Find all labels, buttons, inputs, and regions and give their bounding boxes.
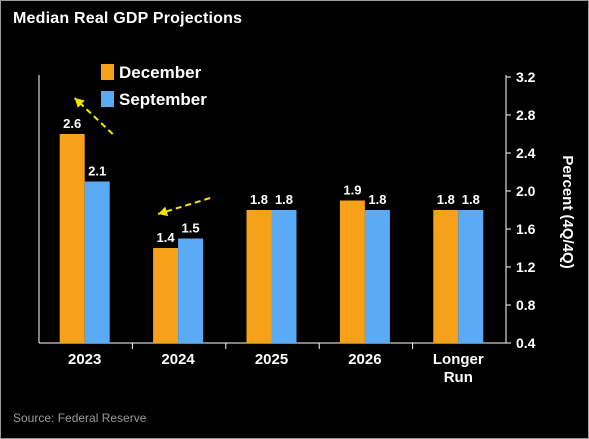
legend-swatch-december [101, 64, 114, 80]
y-tick-label: 1.2 [516, 259, 536, 275]
bar-september [271, 210, 297, 343]
annotation-arrow-2024 [157, 197, 211, 215]
x-tick-label: Longer Run [433, 351, 484, 386]
bar-september [458, 210, 484, 343]
y-tick-label: 0.4 [516, 335, 536, 351]
y-tick-label: 0.8 [516, 297, 536, 313]
data-label: 1.9 [343, 183, 361, 198]
bar-december [153, 248, 179, 343]
source-note: Source: Federal Reserve [13, 411, 147, 425]
bar-december [246, 210, 272, 343]
bar-december [59, 134, 85, 343]
legend-label-december: December [119, 63, 202, 82]
x-tick-label: 2026 [348, 351, 381, 368]
y-tick-label: 2.8 [516, 107, 536, 123]
bar-september [364, 210, 390, 343]
annotation-arrow-2024-head [158, 206, 169, 217]
x-tick-label: 2023 [68, 351, 101, 368]
bar-december [339, 200, 365, 343]
bar-september [178, 238, 204, 343]
data-label: 1.4 [157, 230, 176, 245]
y-tick-label: 3.2 [516, 69, 536, 85]
annotation-arrow-2023-head [74, 98, 85, 108]
legend-label-september: September [119, 90, 207, 109]
data-label: 1.5 [182, 221, 200, 236]
data-label: 1.8 [275, 192, 293, 207]
data-label: 1.8 [368, 192, 386, 207]
data-label: 2.6 [63, 116, 81, 131]
y-tick-label: 2.4 [516, 145, 536, 161]
y-axis-title: Percent (4Q/4Q) [559, 155, 576, 268]
chart-title: Median Real GDP Projections [13, 10, 243, 27]
data-label: 2.1 [88, 164, 106, 179]
data-label: 1.8 [462, 192, 480, 207]
y-tick-label: 2.0 [516, 183, 536, 199]
x-tick-label: 2025 [255, 351, 288, 368]
y-tick-label: 1.6 [516, 221, 536, 237]
data-label: 1.8 [437, 192, 455, 207]
x-tick-label: 2024 [161, 351, 195, 368]
bar-september [84, 181, 110, 343]
legend-swatch-september [101, 91, 114, 107]
bar-december [433, 210, 459, 343]
data-label: 1.8 [250, 192, 268, 207]
